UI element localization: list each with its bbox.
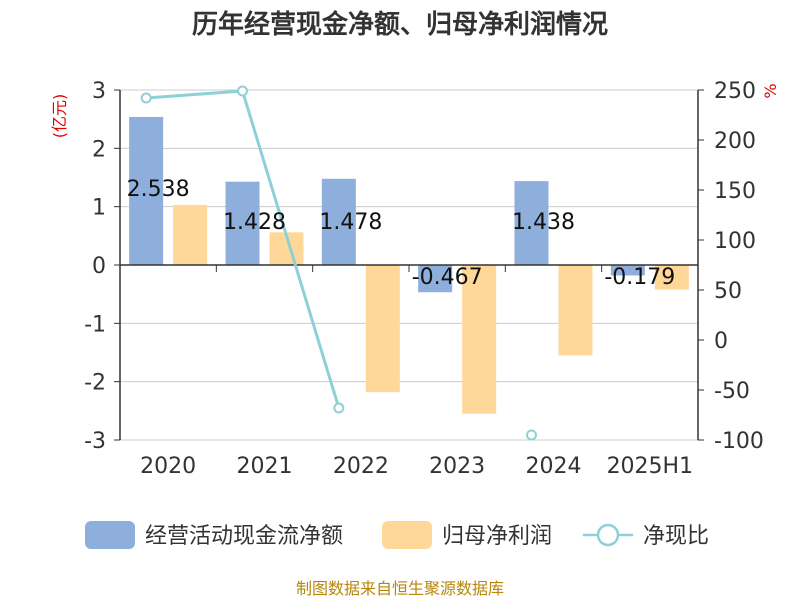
line-point bbox=[237, 85, 248, 97]
left-axis-tick-label: 0 bbox=[92, 254, 106, 279]
data-label-layer: 2.538 1.428 1.478 -0.467 1.438 -0.179 bbox=[127, 177, 676, 290]
legend-swatch-net-profit bbox=[382, 521, 432, 549]
bar bbox=[173, 204, 208, 265]
data-label: 1.428 bbox=[223, 210, 286, 235]
right-axis-tick-label: 200 bbox=[714, 129, 756, 154]
grid-lines bbox=[120, 89, 698, 441]
left-axis-tick-label: 1 bbox=[92, 196, 106, 221]
line-point bbox=[526, 429, 537, 441]
left-axis-tick-label: -1 bbox=[84, 312, 106, 337]
bar bbox=[514, 181, 549, 265]
bar-layer bbox=[129, 116, 689, 414]
right-axis-tick-label: 100 bbox=[714, 229, 756, 254]
axes: 3 2 1 0 -1 -2 -3 250 200 150 100 50 0 -50 -100 2020 2021… bbox=[84, 79, 764, 479]
bar bbox=[654, 265, 689, 290]
source-note: 制图数据来自恒生聚源数据库 bbox=[296, 579, 504, 598]
left-axis-tick-label: -2 bbox=[84, 371, 106, 396]
bar bbox=[558, 265, 593, 356]
bar bbox=[225, 181, 260, 265]
legend-label-ratio: 净现比 bbox=[643, 524, 709, 549]
data-label: -0.179 bbox=[604, 265, 675, 290]
left-axis-tick-label: -3 bbox=[84, 429, 106, 454]
bar bbox=[610, 265, 645, 276]
left-axis-tick-label: 2 bbox=[92, 137, 106, 162]
right-axis-unit: % bbox=[761, 83, 780, 98]
right-axis-tick-label: 0 bbox=[714, 329, 728, 354]
right-axis-tick-label: 150 bbox=[714, 179, 756, 204]
x-axis-tick-label: 2024 bbox=[526, 454, 582, 479]
x-axis-tick-label: 2025H1 bbox=[607, 454, 694, 479]
x-axis-tick-label: 2023 bbox=[429, 454, 485, 479]
data-label: 2.538 bbox=[127, 177, 190, 202]
data-label: 1.478 bbox=[319, 210, 382, 235]
legend-label-net-profit: 归母净利润 bbox=[442, 524, 552, 549]
line-layer bbox=[140, 85, 537, 441]
x-axis-tick-label: 2021 bbox=[237, 454, 293, 479]
line-point bbox=[140, 92, 152, 104]
data-label: 1.438 bbox=[512, 210, 575, 235]
legend-swatch-marker bbox=[596, 523, 620, 547]
bar bbox=[129, 116, 164, 265]
bar bbox=[462, 265, 497, 414]
right-axis-tick-label: -50 bbox=[714, 379, 750, 404]
x-axis-tick-label: 2022 bbox=[333, 454, 389, 479]
bar bbox=[418, 265, 453, 293]
legend-label-cash-flow: 经营活动现金流净额 bbox=[145, 524, 343, 549]
data-label: -0.467 bbox=[412, 265, 483, 290]
right-axis-tick-label: 50 bbox=[714, 279, 742, 304]
left-axis-tick-label: 3 bbox=[92, 79, 106, 104]
bar bbox=[365, 265, 400, 393]
line-point bbox=[333, 402, 345, 414]
chart-title: 历年经营现金净额、归母净利润情况 bbox=[192, 9, 608, 40]
legend-swatch-cash-flow bbox=[85, 521, 135, 549]
legend[interactable]: 经营活动现金流净额 归母净利润 净现比 bbox=[85, 521, 709, 549]
right-axis-tick-label: -100 bbox=[714, 429, 764, 454]
x-axis-tick-label: 2020 bbox=[140, 454, 196, 479]
left-axis-unit: (亿元) bbox=[50, 94, 69, 139]
bar bbox=[321, 178, 356, 265]
right-axis-tick-label: 250 bbox=[714, 79, 756, 104]
